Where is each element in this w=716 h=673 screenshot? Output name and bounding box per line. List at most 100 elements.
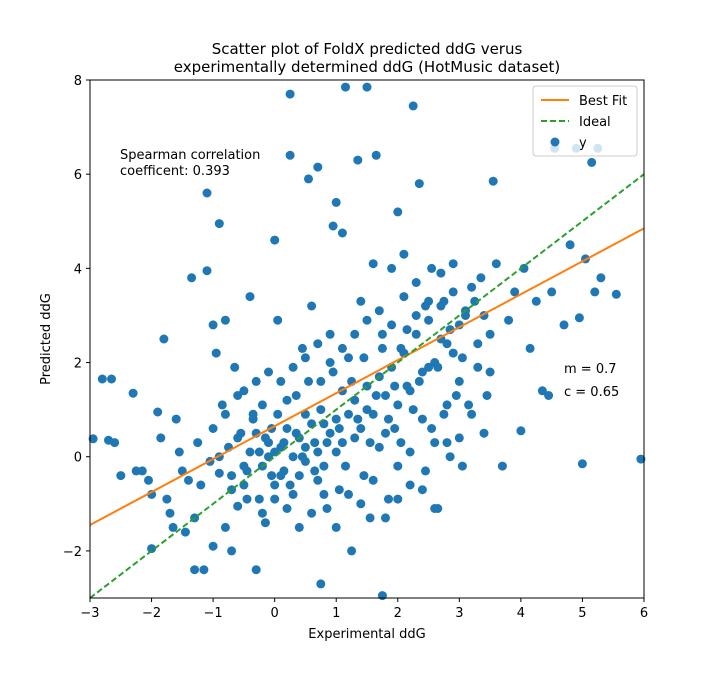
data-point	[180, 527, 190, 537]
data-point	[202, 266, 212, 276]
data-point	[260, 518, 270, 528]
data-point	[636, 454, 646, 464]
data-point	[442, 400, 452, 410]
data-point	[279, 438, 289, 448]
data-point	[337, 228, 347, 238]
data-point	[220, 315, 230, 325]
y-axis-ticks: −2 0 2 4 6 8	[63, 74, 90, 560]
data-point	[316, 405, 326, 415]
data-point	[282, 504, 292, 513]
x-tick-label: 6	[640, 606, 648, 621]
data-point	[251, 565, 261, 575]
data-point	[270, 235, 280, 245]
data-point	[297, 452, 307, 462]
data-point	[300, 409, 310, 419]
data-point	[384, 494, 393, 504]
data-point	[325, 358, 335, 367]
data-point	[282, 424, 292, 433]
data-point	[322, 504, 332, 513]
data-point	[282, 395, 292, 405]
data-point	[436, 268, 446, 278]
x-tick-label: −3	[80, 606, 99, 621]
data-point	[128, 388, 138, 398]
data-point	[325, 329, 335, 339]
data-point	[187, 273, 197, 283]
data-point	[211, 348, 221, 358]
data-point	[390, 381, 400, 391]
data-point	[344, 489, 353, 499]
data-point	[270, 480, 280, 490]
data-point	[374, 306, 384, 316]
data-point	[371, 391, 381, 400]
data-point	[260, 433, 270, 443]
legend-y-swatch	[550, 137, 560, 147]
data-point	[294, 522, 304, 532]
data-point	[344, 409, 353, 419]
data-point	[245, 292, 255, 302]
data-point	[190, 565, 200, 575]
x-axis-label: Experimental ddG	[308, 627, 425, 642]
data-point	[273, 315, 283, 325]
data-point	[424, 362, 434, 372]
slope-annotation: m = 0.7	[564, 362, 617, 377]
data-point	[313, 447, 323, 457]
x-axis-ticks: −3 −2 −1 0 1 2 3 4 5 6	[80, 598, 648, 621]
spearman-annotation-line2: coefficent: 0.393	[120, 164, 230, 179]
y-tick-label: −2	[63, 545, 82, 560]
data-point	[165, 508, 175, 518]
data-point	[414, 376, 424, 386]
data-point	[97, 374, 107, 384]
data-point	[387, 320, 397, 330]
data-point	[220, 522, 230, 532]
spearman-annotation: Spearman correlation coefficent: 0.393	[120, 148, 260, 179]
data-point	[233, 391, 243, 400]
y-axis-label: Predicted ddG	[39, 293, 54, 385]
data-point	[362, 82, 372, 92]
data-point	[220, 409, 230, 419]
data-point	[208, 541, 218, 551]
data-point	[427, 263, 437, 273]
data-point	[214, 468, 224, 478]
data-point	[233, 433, 243, 443]
data-point	[467, 409, 477, 419]
data-point	[381, 428, 390, 438]
data-point	[454, 376, 464, 386]
data-point	[587, 157, 597, 167]
data-point	[377, 329, 387, 339]
data-point	[297, 343, 307, 353]
data-point	[362, 315, 372, 325]
data-point	[239, 386, 249, 396]
legend-box	[532, 85, 638, 157]
data-point	[162, 494, 172, 504]
data-point	[362, 405, 372, 415]
data-point	[510, 287, 520, 297]
data-point	[214, 219, 224, 229]
data-point	[184, 475, 193, 485]
data-point	[156, 433, 166, 443]
data-point	[264, 367, 273, 377]
data-point	[319, 461, 329, 471]
data-point	[288, 362, 298, 372]
data-point	[417, 414, 427, 424]
data-point	[208, 320, 218, 330]
data-point	[399, 249, 409, 259]
data-point	[488, 176, 498, 186]
data-point	[454, 433, 464, 443]
data-point	[442, 438, 452, 448]
data-point	[497, 461, 507, 471]
data-point	[482, 391, 492, 400]
data-point	[442, 339, 452, 349]
data-point	[288, 489, 298, 499]
data-point	[254, 447, 264, 457]
data-point	[368, 475, 378, 485]
data-point	[399, 292, 409, 302]
data-point	[285, 150, 295, 160]
data-point	[424, 315, 434, 325]
data-point	[171, 414, 181, 424]
data-point	[319, 489, 329, 499]
data-point	[328, 221, 338, 231]
x-tick-label: 4	[517, 606, 525, 621]
y-tick-label: 4	[74, 262, 82, 277]
data-point	[245, 447, 255, 457]
